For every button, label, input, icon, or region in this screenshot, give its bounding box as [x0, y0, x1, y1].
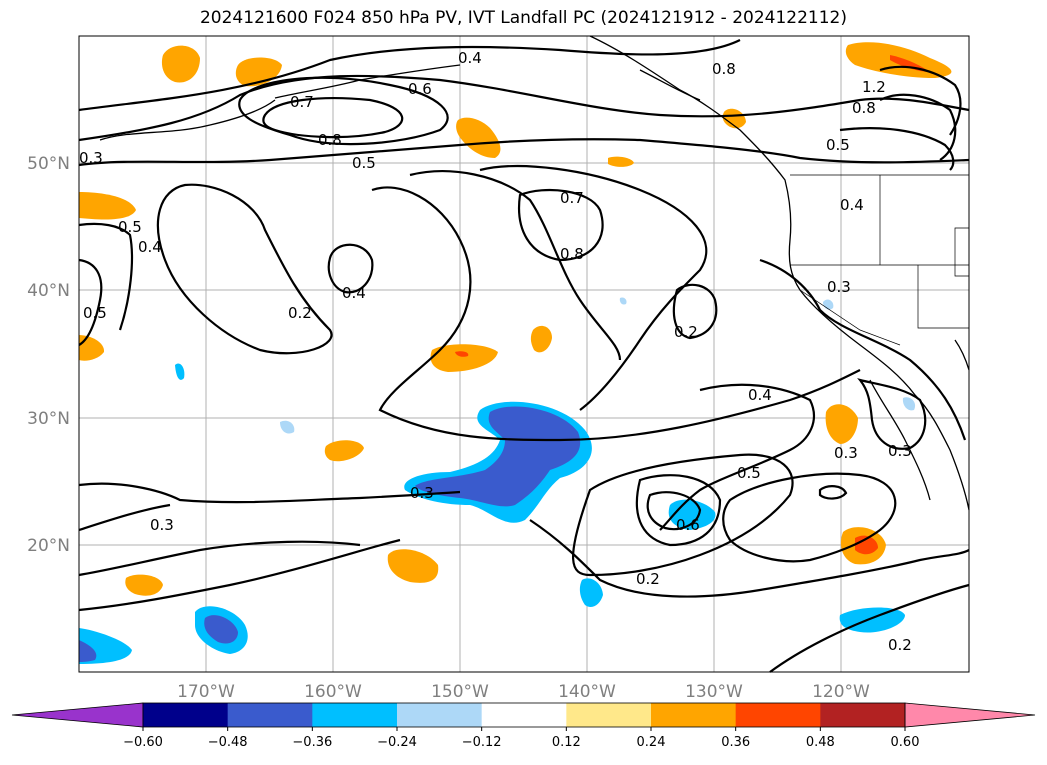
contour-label: 0.8 [318, 131, 342, 149]
colorbar: −0.60 −0.48 −0.36 −0.24 −0.12 0.12 0.24 0.36 0.4… [11, 702, 1036, 750]
contour-label: 0.3 [888, 442, 912, 460]
colorbar-tick-label: 0.24 [637, 735, 666, 750]
colorbar-tick-label: 0.48 [806, 735, 835, 750]
contour-label: 0.7 [290, 93, 314, 111]
contour-label: 0.2 [636, 570, 660, 588]
contour-label: 0.5 [737, 464, 761, 482]
colorbar-tick-label: −0.60 [123, 735, 163, 750]
map-title: 2024121600 F024 850 hPa PV, IVT Landfall… [199, 8, 847, 28]
contour-label: 0.3 [410, 484, 434, 502]
contour-label: 0.2 [674, 323, 698, 341]
lon-label-160w: 160°W [304, 682, 362, 702]
colorbar-segment [227, 703, 313, 727]
lon-label-150w: 150°W [431, 682, 489, 702]
colorbar-tick-label: −0.36 [292, 735, 332, 750]
contour-label: 0.6 [408, 80, 432, 98]
lat-label-20n: 20°N [27, 536, 70, 556]
contour-label: 0.2 [288, 304, 312, 322]
colorbar-segment [651, 703, 737, 727]
lat-label-30n: 30°N [27, 409, 70, 429]
contour-label: 0.5 [83, 304, 107, 322]
contour-label: 0.5 [352, 154, 376, 172]
contour-label: 0.3 [150, 516, 174, 534]
lon-label-130w: 130°W [685, 682, 743, 702]
colorbar-tick-label: 0.60 [891, 735, 920, 750]
colorbar-outline [142, 702, 906, 728]
contour-label: 0.2 [888, 636, 912, 654]
colorbar-tick-label: −0.12 [462, 735, 502, 750]
contour-labels: 0.4 0.6 0.7 0.8 0.8 0.3 0.5 0.5 0.5 0.4 … [79, 49, 912, 654]
contour-label: 0.7 [560, 189, 584, 207]
contour-label: 0.4 [342, 284, 366, 302]
colorbar-segment [735, 703, 821, 727]
colorbar-extend-high [904, 702, 1036, 728]
positive-shading [79, 42, 952, 596]
contour-label: 0.3 [834, 444, 858, 462]
coastlines [99, 35, 970, 511]
colorbar-segment [143, 703, 229, 727]
lat-label-40n: 40°N [27, 281, 70, 301]
contour-label: 0.6 [676, 516, 700, 534]
colorbar-tick-label: 0.12 [552, 735, 581, 750]
map-background [79, 36, 969, 672]
contour-label: 0.3 [79, 149, 103, 167]
colorbar-segment [397, 703, 483, 727]
contour-label: 0.3 [827, 278, 851, 296]
contour-label: 0.8 [712, 60, 736, 78]
contour-label: 0.4 [138, 238, 162, 256]
colorbar-segment [820, 703, 906, 727]
colorbar-extend-low [11, 702, 144, 728]
lon-label-170w: 170°W [177, 682, 235, 702]
contour-label: 0.4 [840, 196, 864, 214]
colorbar-tick-label: −0.24 [377, 735, 417, 750]
contour-label: 0.8 [852, 99, 876, 117]
colorbar-tick-label: −0.48 [208, 735, 248, 750]
contour-label: 1.2 [862, 78, 886, 96]
lon-label-140w: 140°W [558, 682, 616, 702]
map-frame [78, 35, 970, 673]
lon-label-120w: 120°W [812, 682, 870, 702]
contour-label: 0.5 [118, 218, 142, 236]
contour-label: 0.4 [458, 49, 482, 67]
contour-label: 0.5 [826, 136, 850, 154]
colorbar-segment [566, 703, 652, 727]
colorbar-segment [312, 703, 398, 727]
colorbar-tick-label: 0.36 [721, 735, 750, 750]
lat-label-50n: 50°N [27, 154, 70, 174]
contour-label: 0.4 [748, 386, 772, 404]
colorbar-segment [481, 703, 567, 727]
pv-contours [78, 39, 970, 673]
contour-label: 0.8 [560, 245, 584, 263]
